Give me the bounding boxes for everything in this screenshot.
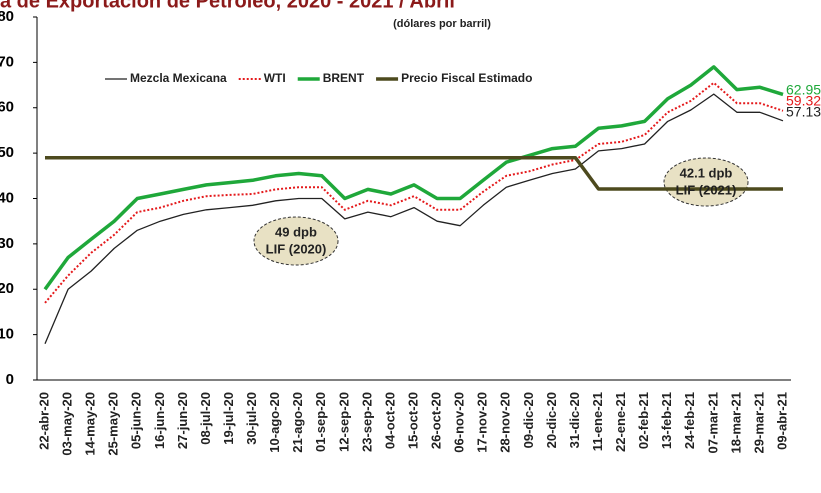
x-tick-label: 06-nov-20	[452, 392, 467, 453]
x-tick-label: 18-mar-21	[728, 392, 743, 453]
x-tick-label: 16-jun-20	[152, 392, 167, 449]
y-tick-label: 20	[0, 280, 14, 297]
annotation-text: LIF (2021)	[676, 182, 737, 197]
end-value-label: 62.95	[786, 82, 821, 98]
x-tick-label: 15-oct-20	[405, 392, 420, 449]
x-tick-label: 25-may-20	[106, 392, 121, 456]
x-tick-label: 09-abr-21	[774, 392, 789, 450]
x-tick-label: 31-dic-20	[567, 392, 582, 448]
x-tick-label: 29-mar-21	[751, 392, 766, 453]
x-tick-label: 10-ago-20	[267, 392, 282, 453]
x-tick-label: 27-jun-20	[175, 392, 190, 449]
x-tick-label: 03-may-20	[60, 392, 75, 456]
x-tick-label: 12-sep-20	[336, 392, 351, 452]
annotation-text: 42.1 dpb	[680, 165, 733, 180]
x-tick-label: 22-ene-21	[613, 392, 628, 452]
x-tick-label: 05-jun-20	[129, 392, 144, 449]
end-value-label: 57.13	[786, 104, 821, 120]
y-tick-label: 0	[6, 371, 14, 388]
y-tick-label: 70	[0, 53, 14, 70]
x-tick-label: 13-feb-21	[659, 392, 674, 449]
annotation-text: LIF (2020)	[266, 241, 327, 256]
x-tick-label: 22-abr-20	[36, 392, 51, 450]
x-tick-label: 28-nov-20	[498, 392, 513, 453]
series-line	[43, 65, 784, 291]
x-tick-label: 17-nov-20	[475, 392, 490, 453]
legend-label: BRENT	[323, 71, 365, 85]
series-line	[44, 93, 784, 344]
x-tick-label: 14-may-20	[83, 392, 98, 456]
legend-label: WTI	[264, 71, 286, 85]
x-tick-label: 01-sep-20	[313, 392, 328, 452]
y-tick-label: 30	[0, 235, 14, 252]
end-value-label: 59.32	[786, 93, 821, 109]
y-tick-label: 60	[0, 99, 14, 116]
chart-subtitle: (dólares por barril)	[393, 18, 491, 30]
legend-label: Precio Fiscal Estimado	[401, 71, 532, 85]
x-tick-label: 04-oct-20	[382, 392, 397, 449]
x-tick-label: 21-ago-20	[290, 392, 305, 453]
annotation-bubble	[253, 216, 339, 266]
x-tick-label: 20-dic-20	[544, 392, 559, 448]
x-tick-label: 07-mar-21	[705, 392, 720, 453]
y-tick-label: 40	[0, 189, 14, 206]
x-tick-label: 09-dic-20	[521, 392, 536, 448]
x-tick-label: 02-feb-21	[636, 392, 651, 449]
x-tick-label: 23-sep-20	[359, 392, 374, 452]
y-tick-label: 50	[0, 144, 14, 161]
annotation-text: 49 dpb	[275, 224, 317, 239]
y-tick-label: 10	[0, 326, 14, 343]
x-tick-label: 24-feb-21	[682, 392, 697, 449]
series-line	[44, 81, 784, 304]
series-line	[45, 155, 783, 191]
x-tick-label: 30-jul-20	[244, 392, 259, 445]
legend-label: Mezcla Mexicana	[130, 71, 227, 85]
y-tick-label: 80	[0, 8, 14, 25]
annotation-bubble	[663, 157, 749, 207]
chart-title: a de Exportación de Petróleo, 2020 - 202…	[0, 0, 455, 12]
x-tick-label: 11-ene-21	[590, 392, 605, 451]
x-tick-label: 19-jul-20	[221, 392, 236, 445]
x-tick-label: 08-jul-20	[198, 392, 213, 445]
x-tick-label: 26-oct-20	[429, 392, 444, 449]
